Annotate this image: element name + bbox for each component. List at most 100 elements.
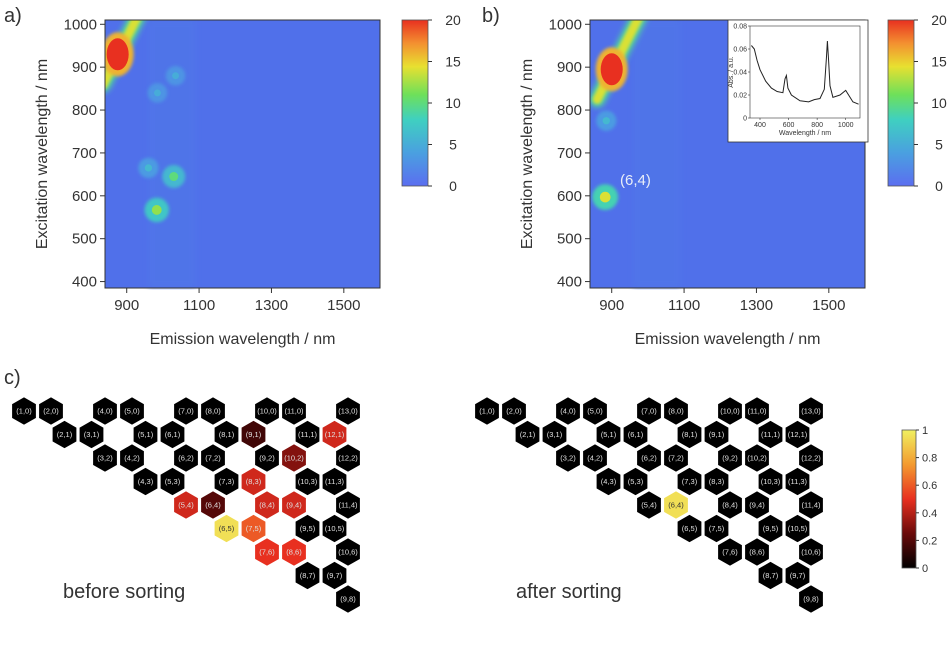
y-tick-label: 500 — [72, 231, 97, 248]
inset-absorption-spectrum: 400 600 800 1000 0 0.02 0.04 0.06 0.08 Wavelength… — [727, 19, 869, 143]
hex-cell — [213, 419, 240, 450]
hex-cell — [676, 513, 703, 544]
hex-label: (6,2) — [641, 454, 657, 463]
hex-cell — [716, 536, 744, 568]
colorbar-c-tick-label: 0 — [922, 563, 928, 575]
hex-label: (6,5) — [219, 524, 235, 533]
hex-cell — [10, 395, 38, 427]
hex-cell — [240, 513, 267, 544]
hex-label: (6,4) — [205, 501, 221, 510]
colorbar-tick-label: 0 — [935, 178, 943, 194]
hex-label: (8,4) — [259, 501, 275, 510]
hex-label: (9,7) — [327, 571, 343, 580]
hex-cell — [500, 395, 528, 427]
colorbar-tick-label: 15 — [445, 54, 461, 70]
hex-cell — [743, 536, 771, 568]
colorbar-gradient — [401, 19, 429, 187]
hex-cell — [784, 466, 811, 497]
hex-label: (5,3) — [628, 477, 644, 486]
hex-label: (5,0) — [587, 407, 603, 416]
inset-panel — [727, 19, 869, 143]
hex-label: (8,1) — [219, 430, 235, 439]
hex-label: (4,3) — [601, 477, 617, 486]
hex-label: (6,5) — [682, 524, 698, 533]
hex-cell — [294, 419, 321, 450]
hex-cell — [703, 513, 730, 544]
hex-label: (7,0) — [178, 407, 194, 416]
hex-cell — [716, 489, 744, 521]
colorbar-tick-label: 20 — [445, 12, 461, 28]
colorbar-tick-label: 5 — [935, 137, 943, 153]
hex-cell — [662, 395, 690, 427]
hex-label: (9,4) — [286, 501, 302, 510]
hex-cell — [581, 442, 609, 474]
hex-cell — [635, 489, 663, 521]
colorbar-c-gradient — [901, 429, 917, 569]
hex-label: (4,3) — [138, 477, 154, 486]
hex-cell — [716, 442, 744, 474]
hex-cell — [118, 442, 146, 474]
hex-cell — [716, 395, 744, 427]
inset-x-tick-label: 400 — [754, 122, 766, 129]
annotation-6-4: (6,4) — [620, 172, 651, 189]
hex-label: (2,0) — [43, 407, 59, 416]
hex-label: (8,7) — [763, 571, 779, 580]
hex-label: (10,2) — [284, 454, 304, 463]
y-tick-label: 700 — [557, 145, 582, 162]
hex-cell — [622, 466, 649, 497]
colorbar-tick-label: 15 — [931, 54, 947, 70]
hex-label: (3,2) — [560, 454, 576, 463]
hex-cell — [514, 419, 541, 450]
y-tick-label: 600 — [72, 188, 97, 205]
hex-label: (2,1) — [520, 430, 536, 439]
hex-cell — [703, 466, 730, 497]
hex-label: (8,6) — [749, 548, 765, 557]
inset-x-tick-label: 600 — [783, 122, 795, 129]
hex-cell — [334, 442, 362, 474]
hex-cell — [240, 419, 267, 450]
colorbar-tick-label: 20 — [931, 12, 947, 28]
inset-y-tick-label: 0.04 — [733, 70, 747, 77]
hex-label: (10,0) — [257, 407, 277, 416]
x-tick-label: 1300 — [255, 297, 288, 314]
hex-cell — [294, 513, 321, 544]
hex-label: (11,0) — [747, 407, 767, 416]
x-axis-title: Emission wavelength / nm — [635, 331, 821, 348]
hex-cell — [213, 466, 240, 497]
hex-label: (7,0) — [641, 407, 657, 416]
hex-label: (9,8) — [803, 595, 819, 604]
hex-cell — [676, 419, 703, 450]
hex-label: (2,1) — [57, 430, 73, 439]
hex-label: (8,6) — [286, 548, 302, 557]
axes-a: 900 1100 1300 1500 400 500 600 700 800 900 1000 Emi… — [34, 16, 381, 348]
y-tick-label: 900 — [72, 59, 97, 76]
y-tick-label: 700 — [72, 145, 97, 162]
x-tick-label: 1500 — [327, 297, 360, 314]
hex-cell — [334, 536, 362, 568]
hex-label: (8,0) — [205, 407, 221, 416]
hex-cell — [554, 442, 582, 474]
y-tick-label: 1000 — [64, 16, 97, 33]
hex-label: (3,1) — [547, 430, 563, 439]
peak-2 — [602, 117, 610, 125]
hex-cell — [91, 395, 119, 427]
hex-label: (7,2) — [668, 454, 684, 463]
hex-cell — [797, 489, 825, 521]
hex-cell — [280, 442, 308, 474]
y-tick-label: 800 — [557, 102, 582, 119]
hex-cell — [172, 395, 200, 427]
y-tick-label: 400 — [72, 274, 97, 291]
hex-label: (13,0) — [338, 407, 358, 416]
hex-label: (5,1) — [138, 430, 154, 439]
hex-label: (8,1) — [682, 430, 698, 439]
hex-label: (11,3) — [325, 477, 345, 486]
axes-b: 900 1100 1300 1500 400 500 600 700 800 900 1000 Emi… — [519, 16, 866, 348]
colorbar-c: 1 0.8 0.6 0.4 0.2 0 — [901, 425, 937, 575]
hex-cell — [240, 466, 267, 497]
hex-label: (7,3) — [682, 477, 698, 486]
hex-cell — [784, 419, 811, 450]
hex-cell — [703, 419, 730, 450]
hex-cell — [581, 395, 609, 427]
plot-frame — [589, 19, 866, 289]
